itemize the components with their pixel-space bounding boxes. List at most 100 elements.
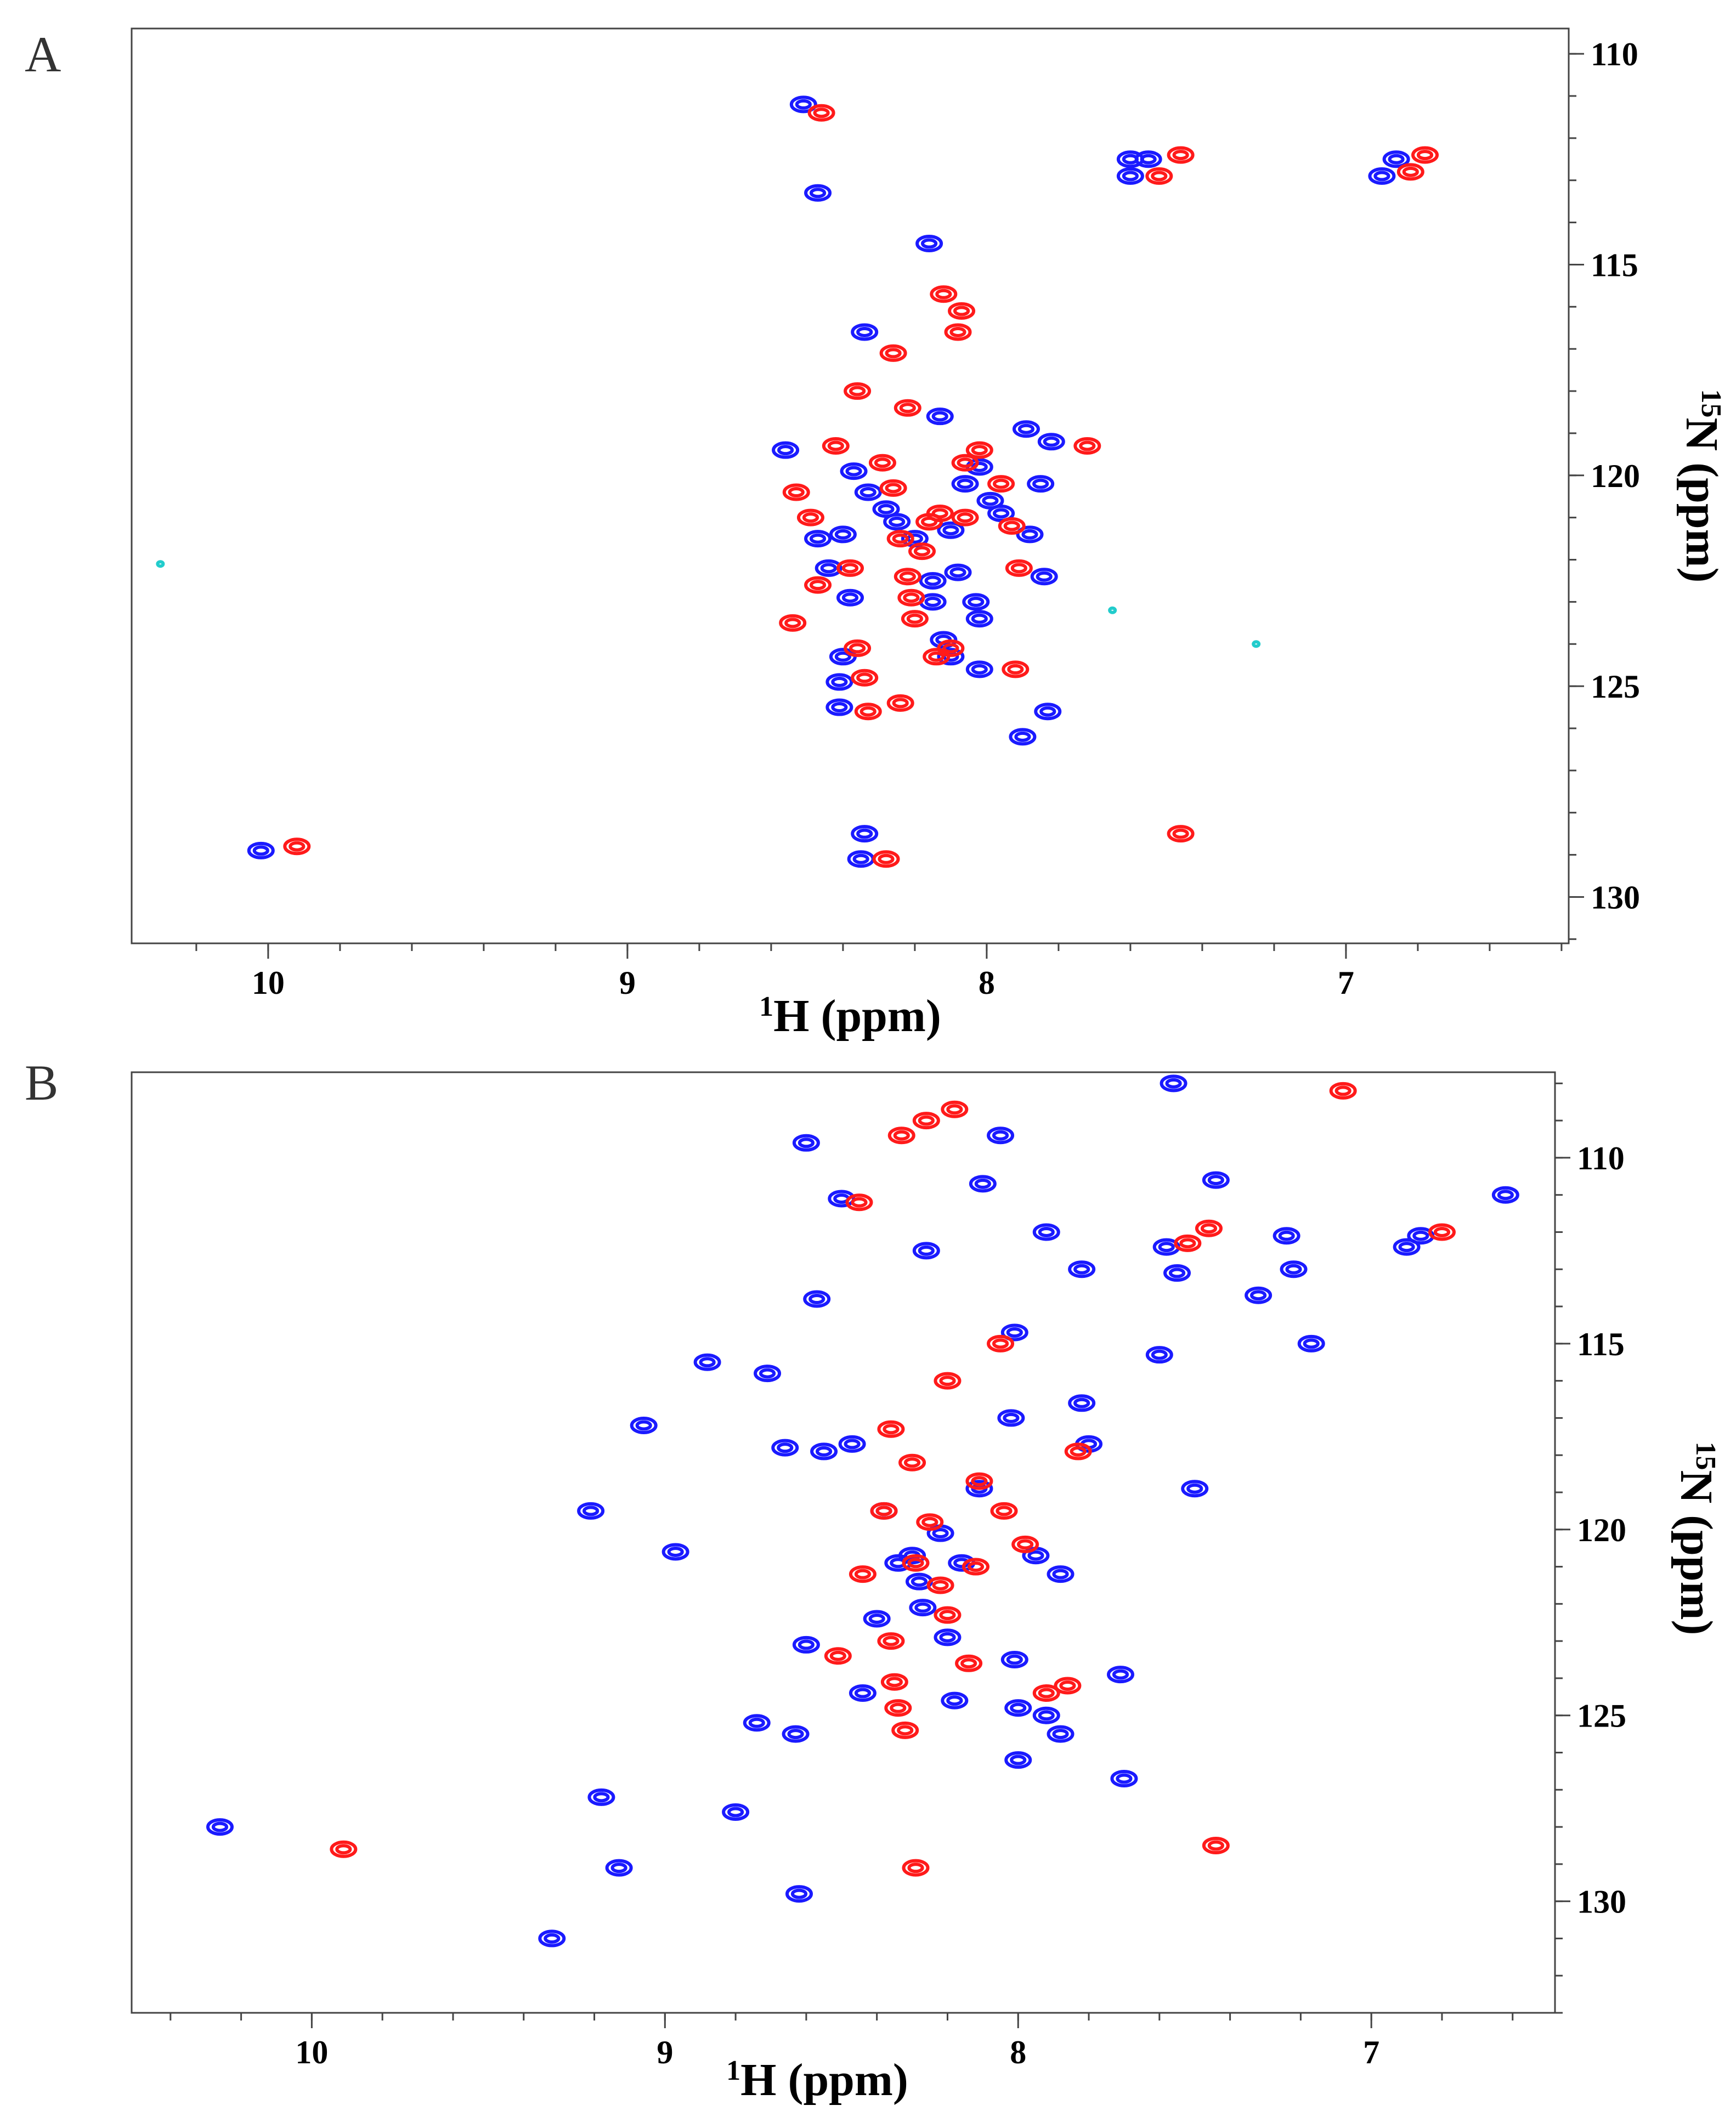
peak-red (887, 1127, 915, 1145)
peak-red (868, 454, 896, 472)
x-tick-label: 10 (295, 2034, 328, 2070)
peak-red (1396, 163, 1424, 181)
peak-blue (804, 530, 832, 548)
peak-blue (1047, 1725, 1075, 1743)
peak-red (1174, 1234, 1202, 1252)
y-tick-label: 120 (1577, 1512, 1626, 1548)
peak-red (283, 837, 311, 856)
peak-blue (789, 95, 817, 114)
peak-red (844, 382, 872, 400)
peak-red (998, 517, 1026, 535)
peak-red (987, 1334, 1015, 1352)
peak-blue (851, 323, 879, 341)
peak-red (965, 441, 993, 459)
panel-a: A 10 9 8 7 110 115 120 125 130 1H (ppm) 15N (pp… (25, 26, 1727, 1042)
y-tick-label: 115 (1591, 247, 1638, 283)
peak-blue (772, 441, 800, 459)
peak-blue (825, 698, 853, 716)
peak-blue (1000, 1323, 1028, 1342)
peak-blue (803, 1290, 831, 1308)
peak-red (1145, 167, 1173, 185)
x-tick-label: 8 (1010, 2034, 1026, 2070)
peak-blue (863, 1610, 891, 1628)
peak-blue (1163, 1264, 1191, 1282)
peak-blue (909, 1599, 937, 1617)
peak-red (844, 639, 872, 657)
y-tick-label: 115 (1577, 1326, 1625, 1362)
peak-blue (997, 1409, 1025, 1427)
peak-blue (1280, 1260, 1308, 1278)
peak-red (902, 1554, 930, 1572)
peak-blue (771, 1439, 799, 1457)
peak-red (965, 1472, 993, 1490)
peak-blue (976, 491, 1004, 510)
peak-blue (605, 1859, 633, 1877)
peak-blue (577, 1502, 605, 1520)
peak-red (962, 1558, 989, 1576)
peak-blue (810, 1442, 838, 1461)
peak-blue (538, 1929, 566, 1948)
peak-blue (1273, 1227, 1300, 1245)
peak-red (822, 437, 850, 455)
peak-blue (912, 1242, 940, 1260)
peak-blue (1037, 433, 1065, 451)
peak-red (897, 588, 925, 607)
peak-blue (840, 462, 868, 480)
peak-blue (1116, 167, 1144, 185)
panel-a-y-axis: 110 115 120 125 130 (1569, 36, 1640, 940)
peak-blue (722, 1803, 750, 1821)
peak-red (836, 559, 864, 577)
peak-blue (849, 1684, 877, 1702)
peak-red (796, 508, 824, 527)
peak-red (1329, 1082, 1357, 1100)
peak-blue (815, 559, 842, 577)
peak-blue (1368, 167, 1396, 185)
peak-red (779, 614, 807, 632)
peak-red (1167, 825, 1195, 843)
peak-red (941, 1100, 969, 1118)
peak-blue (915, 235, 943, 253)
x-tick-label: 10 (252, 965, 285, 1001)
peak-red (879, 479, 907, 497)
peak-red (1195, 1219, 1223, 1237)
peak-blue (743, 1714, 771, 1732)
peak-blue (661, 1543, 689, 1561)
peak-blue (792, 1635, 820, 1654)
peak-red (934, 1606, 962, 1624)
peak-red (1002, 660, 1030, 678)
peak-cyan (1252, 640, 1261, 648)
panel-b-x-axis-title: 1H (ppm) (726, 2055, 908, 2106)
peak-red (330, 1840, 358, 1858)
peak-blue (1393, 1238, 1421, 1256)
peak-blue (847, 850, 875, 868)
y-tick-label: 130 (1577, 1884, 1626, 1920)
peak-blue (838, 1435, 866, 1453)
x-tick-label: 9 (657, 2034, 673, 2070)
panel-a-label: A (25, 26, 61, 82)
peak-red (845, 1193, 873, 1212)
peak-red (782, 483, 810, 501)
peak-blue (883, 513, 911, 531)
y-tick-label: 125 (1591, 669, 1640, 705)
peak-blue (1034, 703, 1062, 721)
x-tick-label: 7 (1363, 2034, 1379, 2070)
panel-a-peaks (156, 95, 1439, 868)
peak-red (877, 1632, 905, 1650)
peak-red (1005, 559, 1033, 577)
panel-b-label: B (25, 1055, 58, 1111)
peak-red (891, 1721, 919, 1739)
peak-blue (1032, 1223, 1060, 1241)
peak-red (851, 669, 879, 687)
peak-red (898, 1453, 926, 1472)
peak-blue (941, 1691, 969, 1710)
peak-red (824, 1647, 852, 1665)
peak-red (807, 104, 835, 122)
peak-blue (934, 1628, 962, 1646)
peak-red (901, 610, 929, 628)
peak-blue (1160, 1074, 1188, 1093)
peak-blue (969, 1175, 997, 1193)
peak-red (880, 1673, 908, 1691)
panel-b: B 10 9 8 7 110 115 120 125 130 1H (ppm) 15N (pp… (25, 1055, 1722, 2106)
peak-red (886, 530, 914, 548)
